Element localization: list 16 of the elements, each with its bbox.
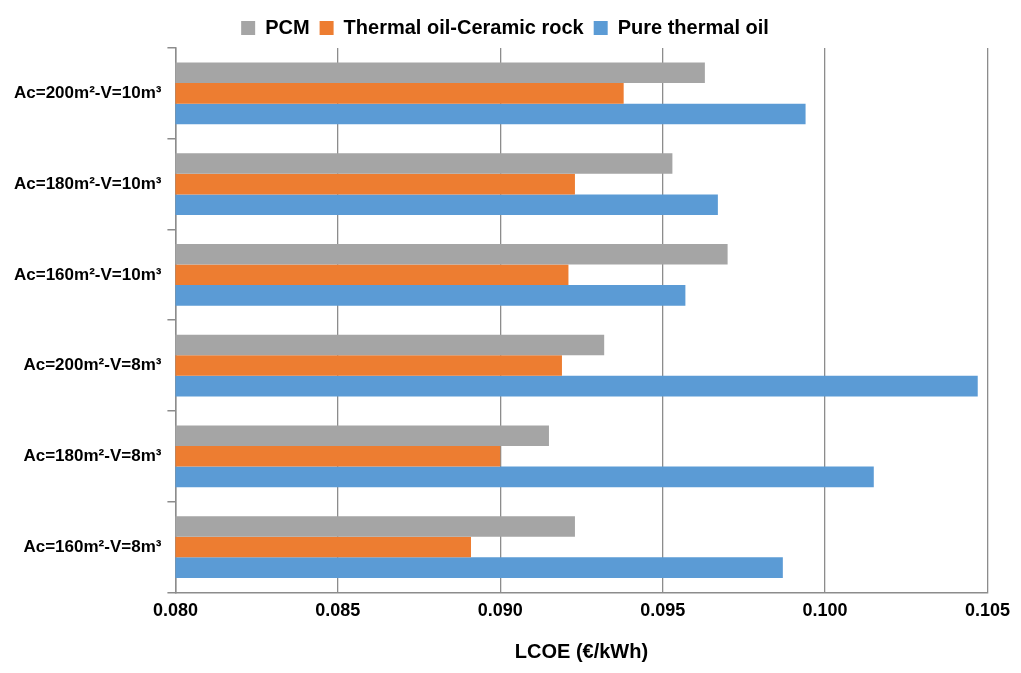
legend-label: PCM	[265, 15, 310, 38]
y-tick-label: Ac=180m²-V=8m³	[23, 445, 162, 465]
y-tick-label: Ac=200m²-V=10m³	[13, 83, 162, 103]
x-tick-label: 0.090	[477, 600, 523, 621]
x-tick-label: 0.100	[802, 600, 848, 621]
y-tick-label: Ac=180m²-V=10m³	[13, 173, 162, 193]
x-tick-label: 0.105	[964, 600, 1010, 621]
x-tick-label: 0.080	[152, 600, 198, 621]
x-tick-label: 0.085	[315, 600, 361, 621]
x-axis-title: LCOE (€/kWh)	[514, 639, 649, 662]
legend-label: Pure thermal oil	[617, 15, 769, 38]
x-tick-label: 0.095	[640, 600, 686, 621]
y-tick-label: Ac=160m²-V=8m³	[23, 536, 162, 556]
y-tick-label: Ac=200m²-V=8m³	[23, 355, 162, 375]
legend-label: Thermal oil-Ceramic rock	[343, 15, 585, 38]
y-tick-label: Ac=160m²-V=10m³	[13, 264, 162, 284]
